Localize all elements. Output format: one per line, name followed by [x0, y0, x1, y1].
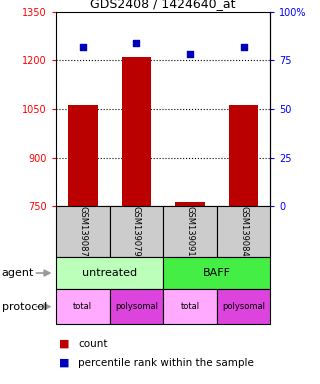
Bar — [68, 105, 98, 206]
Point — [241, 43, 246, 50]
Bar — [163, 206, 217, 257]
Text: polysomal: polysomal — [222, 302, 265, 311]
Title: GDS2408 / 1424640_at: GDS2408 / 1424640_at — [91, 0, 236, 10]
Text: count: count — [78, 339, 108, 349]
Text: polysomal: polysomal — [115, 302, 158, 311]
Bar — [217, 289, 270, 324]
Text: ■: ■ — [59, 339, 70, 349]
Bar — [163, 257, 270, 289]
Text: ■: ■ — [59, 358, 70, 368]
Bar — [109, 289, 163, 324]
Text: GSM139079: GSM139079 — [132, 206, 141, 257]
Bar — [217, 206, 270, 257]
Text: GSM139087: GSM139087 — [78, 206, 87, 257]
Text: agent: agent — [2, 268, 34, 278]
Bar — [109, 206, 163, 257]
Bar — [56, 206, 109, 257]
Text: BAFF: BAFF — [203, 268, 231, 278]
Point — [134, 40, 139, 46]
Bar — [163, 289, 217, 324]
Text: GSM139084: GSM139084 — [239, 206, 248, 257]
Text: protocol: protocol — [2, 301, 47, 312]
Text: GSM139091: GSM139091 — [186, 207, 195, 257]
Point — [80, 43, 85, 50]
Text: percentile rank within the sample: percentile rank within the sample — [78, 358, 254, 368]
Text: untreated: untreated — [82, 268, 137, 278]
Bar — [122, 57, 151, 206]
Point — [188, 51, 193, 58]
Text: total: total — [73, 302, 92, 311]
Bar — [56, 257, 163, 289]
Bar — [229, 105, 258, 206]
Bar — [56, 289, 109, 324]
Text: total: total — [180, 302, 200, 311]
Bar — [175, 202, 205, 206]
